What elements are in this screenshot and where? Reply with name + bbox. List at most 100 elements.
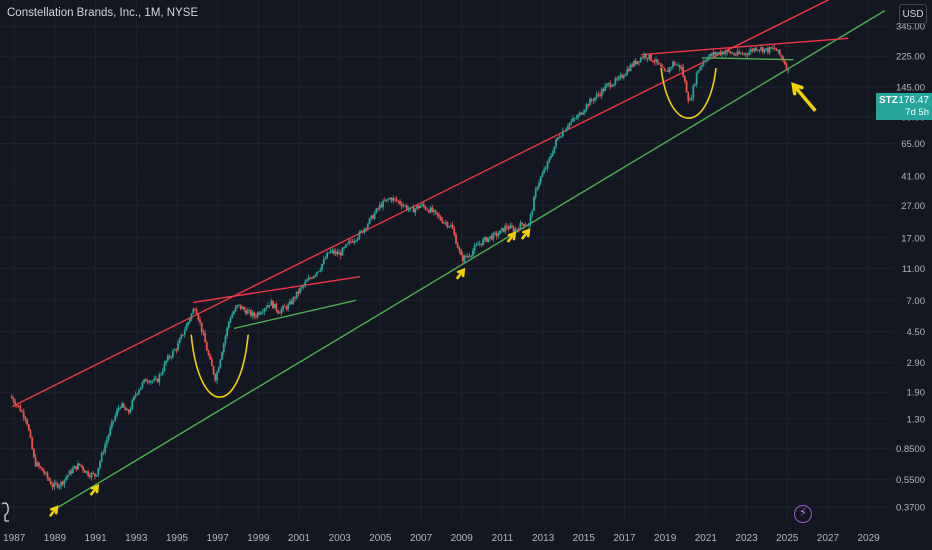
candle-body bbox=[21, 411, 23, 413]
candle-body bbox=[473, 245, 476, 251]
candle-body bbox=[460, 250, 462, 255]
candle-body bbox=[180, 334, 183, 339]
candle-body bbox=[160, 373, 162, 375]
candle-body bbox=[173, 349, 176, 351]
time-axis[interactable] bbox=[0, 522, 932, 550]
candle-body bbox=[436, 212, 439, 216]
candle-body bbox=[148, 381, 151, 383]
candle-body bbox=[146, 381, 149, 383]
candle-body bbox=[424, 206, 427, 210]
candle-body bbox=[651, 60, 654, 62]
arrow-head bbox=[507, 231, 517, 241]
candle-body bbox=[155, 378, 157, 380]
candle-body bbox=[417, 205, 420, 208]
candle-body bbox=[205, 342, 208, 351]
arrow-1989 bbox=[48, 505, 59, 518]
candle-body bbox=[168, 355, 171, 358]
candle-body bbox=[578, 112, 581, 116]
candle-body bbox=[390, 198, 393, 201]
candle-body bbox=[702, 61, 705, 66]
candle-body bbox=[236, 305, 239, 308]
candle-body bbox=[495, 232, 498, 237]
candle-body bbox=[372, 215, 374, 219]
candle-body bbox=[104, 444, 106, 453]
candle-body bbox=[614, 78, 617, 85]
candle-body bbox=[461, 254, 464, 262]
candle-body bbox=[458, 247, 461, 251]
candle-body bbox=[70, 470, 73, 474]
candle-body bbox=[675, 64, 678, 66]
candle-body bbox=[107, 435, 110, 440]
candle-body bbox=[511, 225, 513, 228]
candle-body bbox=[346, 243, 349, 245]
person-tool-icon[interactable] bbox=[0, 500, 12, 524]
candle-body bbox=[231, 314, 234, 318]
time-tick-label: 2019 bbox=[654, 533, 677, 544]
time-tick-label: 2027 bbox=[817, 533, 840, 544]
candle-body bbox=[648, 54, 651, 60]
arrow-2011 bbox=[506, 231, 517, 243]
candle-body bbox=[478, 243, 481, 245]
candle-body bbox=[92, 472, 95, 474]
price-tick-label: 11.00 bbox=[902, 264, 925, 275]
candle-body bbox=[287, 304, 290, 310]
candle-body bbox=[736, 51, 739, 56]
candle-body bbox=[756, 49, 759, 51]
arrow-head bbox=[791, 82, 804, 96]
candle-body bbox=[721, 52, 724, 55]
candle-body bbox=[138, 390, 140, 394]
candle-body bbox=[366, 223, 369, 229]
candle-body bbox=[75, 466, 78, 470]
candle-body bbox=[741, 53, 744, 55]
candle-body bbox=[399, 201, 401, 204]
candle-body bbox=[543, 169, 546, 174]
price-tick-label: 345.00 bbox=[896, 22, 925, 33]
candle-body bbox=[309, 277, 312, 279]
candle-body bbox=[785, 64, 788, 71]
candle-body bbox=[360, 230, 362, 232]
candle-body bbox=[307, 277, 310, 281]
candle-body bbox=[512, 227, 515, 232]
candle-body bbox=[97, 467, 100, 475]
time-tick-label: 2021 bbox=[695, 533, 718, 544]
candle-body bbox=[322, 259, 325, 264]
price-tick-label: 17.00 bbox=[901, 233, 925, 244]
candle-body bbox=[43, 470, 45, 474]
candle-body bbox=[690, 98, 693, 100]
candle-body bbox=[409, 207, 412, 210]
candle-body bbox=[558, 137, 561, 139]
candle-body bbox=[212, 366, 215, 375]
candle-body bbox=[783, 60, 786, 65]
candle-body bbox=[314, 274, 317, 277]
currency-button[interactable]: USD bbox=[899, 4, 927, 24]
candle-body bbox=[456, 243, 459, 248]
price-tick-label: 65.00 bbox=[901, 139, 925, 150]
candle-body bbox=[209, 355, 212, 360]
candle-body bbox=[400, 203, 403, 207]
candle-body bbox=[373, 213, 376, 219]
candle-body bbox=[266, 305, 269, 308]
candle-body bbox=[722, 52, 725, 55]
price-axis[interactable] bbox=[893, 0, 932, 522]
candles bbox=[10, 43, 790, 491]
candle-body bbox=[149, 381, 152, 383]
candle-body bbox=[12, 398, 15, 402]
candle-body bbox=[670, 66, 673, 68]
candle-body bbox=[763, 48, 766, 53]
candle-body bbox=[358, 231, 361, 239]
candle-body bbox=[87, 471, 90, 476]
time-tick-label: 2015 bbox=[573, 533, 596, 544]
candle-body bbox=[621, 75, 624, 78]
candle-body bbox=[299, 288, 301, 294]
candle-body bbox=[570, 121, 573, 124]
lightning-icon[interactable]: ⚡ bbox=[794, 505, 812, 523]
arrow-head bbox=[521, 228, 531, 238]
candle-body bbox=[38, 462, 40, 467]
candle-body bbox=[187, 321, 190, 325]
time-tick-label: 2013 bbox=[532, 533, 555, 544]
candle-body bbox=[326, 252, 329, 259]
candle-body bbox=[658, 63, 661, 65]
candle-body bbox=[775, 48, 778, 51]
candle-body bbox=[492, 232, 495, 240]
